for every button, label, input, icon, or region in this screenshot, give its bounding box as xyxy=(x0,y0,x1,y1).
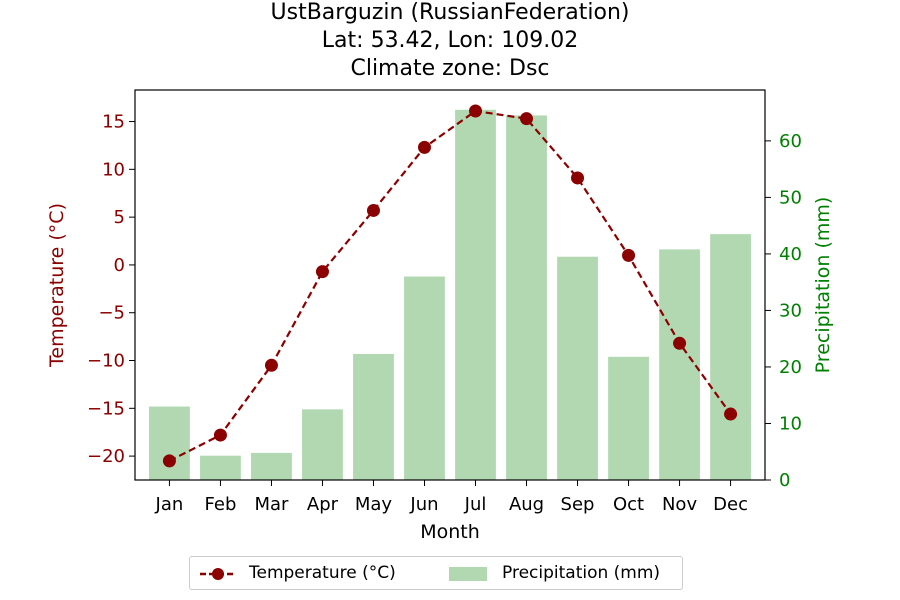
chart-legend: Temperature (°C) Precipitation (mm) xyxy=(189,556,683,590)
precipitation-bar-may xyxy=(353,353,394,480)
chart-title-line3: Climate zone: Dsc xyxy=(350,56,550,81)
precipitation-bar-apr xyxy=(302,409,343,480)
precipitation-bar-aug xyxy=(506,115,547,480)
temperature-line-layer xyxy=(162,104,738,468)
x-tick-label-feb: Feb xyxy=(205,494,237,515)
temperature-point-jul xyxy=(469,104,483,118)
left-tick-label: −5 xyxy=(98,303,125,324)
left-tick-label: −15 xyxy=(87,398,125,419)
temperature-point-jan xyxy=(162,454,176,468)
temperature-point-jun xyxy=(417,140,431,154)
chart-title-line2: Lat: 53.42, Lon: 109.02 xyxy=(321,28,579,53)
x-tick-label-jan: Jan xyxy=(155,494,184,515)
precipitation-bars xyxy=(149,109,751,481)
right-tick-label: 10 xyxy=(779,413,802,434)
right-tick-label: 20 xyxy=(779,357,802,378)
x-tick-label-sep: Sep xyxy=(561,494,595,515)
legend-precipitation-label: Precipitation (mm) xyxy=(502,563,661,583)
left-tick-label: 10 xyxy=(102,159,125,180)
x-tick-label-jul: Jul xyxy=(464,494,487,515)
x-tick-label-dec: Dec xyxy=(713,494,748,515)
x-tick-label-mar: Mar xyxy=(254,494,289,515)
precipitation-bar-sep xyxy=(557,256,598,480)
right-tick-label: 30 xyxy=(779,300,802,321)
chart-title-line1: UstBarguzin (RussianFederation) xyxy=(270,0,630,25)
temperature-point-aug xyxy=(520,112,534,126)
left-axis-label: Temperature (°C) xyxy=(46,203,68,368)
right-tick-label: 60 xyxy=(779,131,802,152)
left-tick-label: 5 xyxy=(114,207,125,228)
left-tick-label: −20 xyxy=(87,446,125,467)
precipitation-bar-dec xyxy=(710,234,751,480)
temperature-point-nov xyxy=(673,336,687,350)
legend-temperature-label: Temperature (°C) xyxy=(249,563,396,583)
temperature-point-feb xyxy=(213,428,227,442)
temperature-line xyxy=(168,109,732,462)
temperature-point-mar xyxy=(264,358,278,372)
precipitation-bar-jun xyxy=(404,276,445,480)
precipitation-bar-jul xyxy=(455,109,496,481)
precipitation-bar-nov xyxy=(659,249,700,480)
right-tick-label: 0 xyxy=(779,470,790,491)
x-tick-label-nov: Nov xyxy=(662,494,697,515)
precipitation-bar-jan xyxy=(149,406,190,480)
x-tick-label-may: May xyxy=(355,494,393,515)
precipitation-bar-oct xyxy=(608,356,649,480)
axis-ticks: −20 −15 −10 −5 0 5 10 15 0 10 20 30 40 50 60 Jan Feb Mar A… xyxy=(87,112,802,515)
precipitation-bar-feb xyxy=(200,455,241,480)
x-tick-label-aug: Aug xyxy=(509,494,544,515)
x-axis-label: Month xyxy=(420,521,480,543)
temperature-point-sep xyxy=(571,171,585,185)
left-tick-label: −10 xyxy=(87,351,125,372)
temperature-point-may xyxy=(366,203,380,217)
legend-precipitation-swatch xyxy=(449,567,487,581)
temperature-point-oct xyxy=(622,248,636,262)
x-tick-label-jun: Jun xyxy=(409,494,438,515)
left-tick-label: 0 xyxy=(114,255,125,276)
temperature-point-dec xyxy=(724,407,738,421)
plot-frame xyxy=(134,89,766,481)
left-tick-label: 15 xyxy=(102,112,125,133)
temperature-point-apr xyxy=(315,265,329,279)
x-tick-label-oct: Oct xyxy=(613,494,644,515)
precipitation-bar-mar xyxy=(251,452,292,480)
right-tick-label: 50 xyxy=(779,187,802,208)
right-axis-label: Precipitation (mm) xyxy=(812,197,834,374)
x-tick-label-apr: Apr xyxy=(307,494,339,515)
legend-temperature-swatch xyxy=(200,568,236,580)
right-tick-label: 40 xyxy=(779,244,802,265)
